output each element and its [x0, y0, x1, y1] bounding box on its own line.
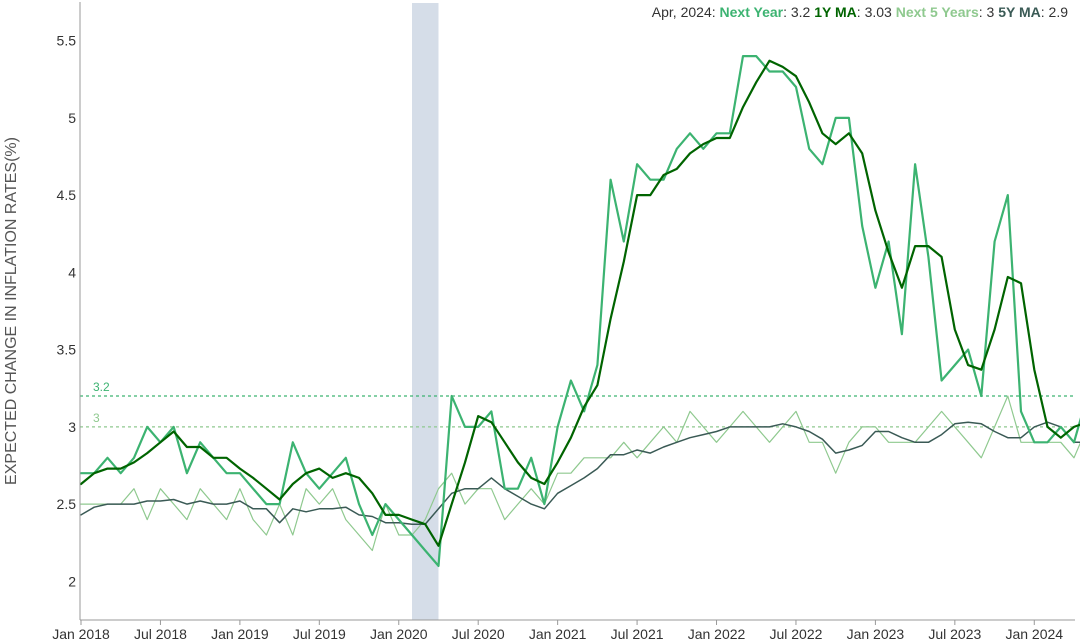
x-tick-label: Jan 2018 — [52, 626, 110, 642]
legend-next-5-years: Next 5 Years: 3 — [895, 4, 995, 20]
y-tick-label: 5.5 — [57, 33, 77, 49]
legend-1y-ma-value: 3.03 — [864, 4, 892, 20]
legend-next-year: Next Year: 3.2 — [719, 4, 811, 20]
x-tick-label: Jan 2020 — [370, 626, 428, 642]
hover-legend: Apr, 2024: Next Year: 3.2 1Y MA: 3.03 Ne… — [652, 4, 1068, 20]
legend-5y-ma: 5Y MA: 2.9 — [998, 4, 1068, 20]
y-axis-ticks: 2 2.5 3 3.5 4 4.5 5 5.5 — [57, 33, 77, 590]
legend-next-5-years-label: Next 5 Years — [895, 4, 979, 20]
x-tick-label: Jul 2020 — [452, 626, 505, 642]
series-line — [79, 54, 1080, 568]
series-line — [80, 421, 1080, 525]
legend-next-year-label: Next Year — [719, 4, 784, 20]
x-tick-label: Jul 2021 — [611, 626, 664, 642]
y-axis-title: EXPECTED CHANGE IN INFLATION RATES(%) — [3, 137, 20, 485]
x-tick-label: Jan 2023 — [847, 626, 905, 642]
y-tick-label: 2 — [68, 573, 76, 589]
y-tick-label: 4.5 — [57, 187, 77, 203]
x-tick-label: Jan 2021 — [529, 626, 587, 642]
x-tick-label: Jul 2023 — [928, 626, 981, 642]
legend-5y-ma-value: 2.9 — [1048, 4, 1068, 20]
x-tick-label: Jul 2019 — [293, 626, 346, 642]
series-line — [79, 59, 1080, 547]
y-tick-label: 3.5 — [57, 342, 77, 358]
reference-line-label: 3 — [93, 411, 100, 425]
series-lines — [79, 54, 1080, 568]
legend-date: Apr, 2024: — [651, 4, 716, 20]
legend-1y-ma: 1Y MA: 3.03 — [814, 4, 892, 20]
series-line — [80, 395, 1080, 552]
reference-line-label: 3.2 — [93, 380, 110, 394]
legend-5y-ma-label: 5Y MA — [998, 4, 1041, 20]
y-tick-label: 5 — [68, 110, 76, 126]
legend-next-5-years-value: 3 — [986, 4, 995, 20]
legend-1y-ma-label: 1Y MA — [814, 4, 857, 20]
x-tick-label: Jan 2022 — [688, 626, 746, 642]
y-tick-label: 3 — [68, 419, 76, 435]
x-tick-label: Jul 2022 — [769, 626, 822, 642]
x-tick-label: Jan 2024 — [1005, 626, 1063, 642]
x-axis-ticks: Jan 2018 Jul 2018 Jan 2019 Jul 2019 Jan 2020… — [52, 620, 1063, 642]
x-tick-label: Jul 2018 — [134, 626, 187, 642]
y-tick-label: 2.5 — [57, 496, 77, 512]
y-tick-label: 4 — [68, 264, 76, 280]
x-tick-label: Jan 2019 — [211, 626, 269, 642]
legend-next-year-value: 3.2 — [790, 4, 811, 20]
recession-band — [412, 3, 439, 620]
reference-lines: 3.23 — [80, 380, 1075, 428]
